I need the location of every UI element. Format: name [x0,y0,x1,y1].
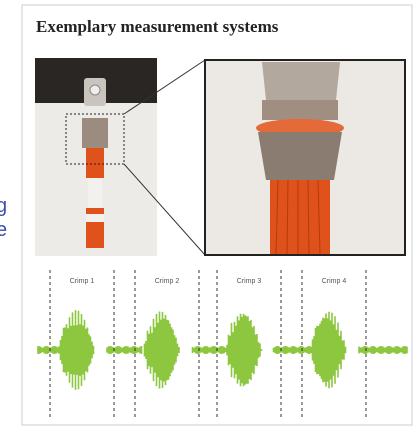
title: Exemplary measurement systems [36,17,279,36]
waveform-panel: Crimp 1 Crimp 2 Crimp 3 Crimp 4 [35,265,409,420]
side-text: e [0,219,7,241]
overview-photo [35,58,157,256]
crimp-label: Crimp 1 [70,278,95,285]
crimp-label: Crimp 3 [237,278,262,285]
page: g e Exemplary measurement systems [0,0,415,430]
crimp-label: Crimp 4 [322,278,347,285]
crimp-label: Crimp 2 [155,278,180,285]
side-text: g [0,195,7,217]
zoom-photo [205,60,405,255]
